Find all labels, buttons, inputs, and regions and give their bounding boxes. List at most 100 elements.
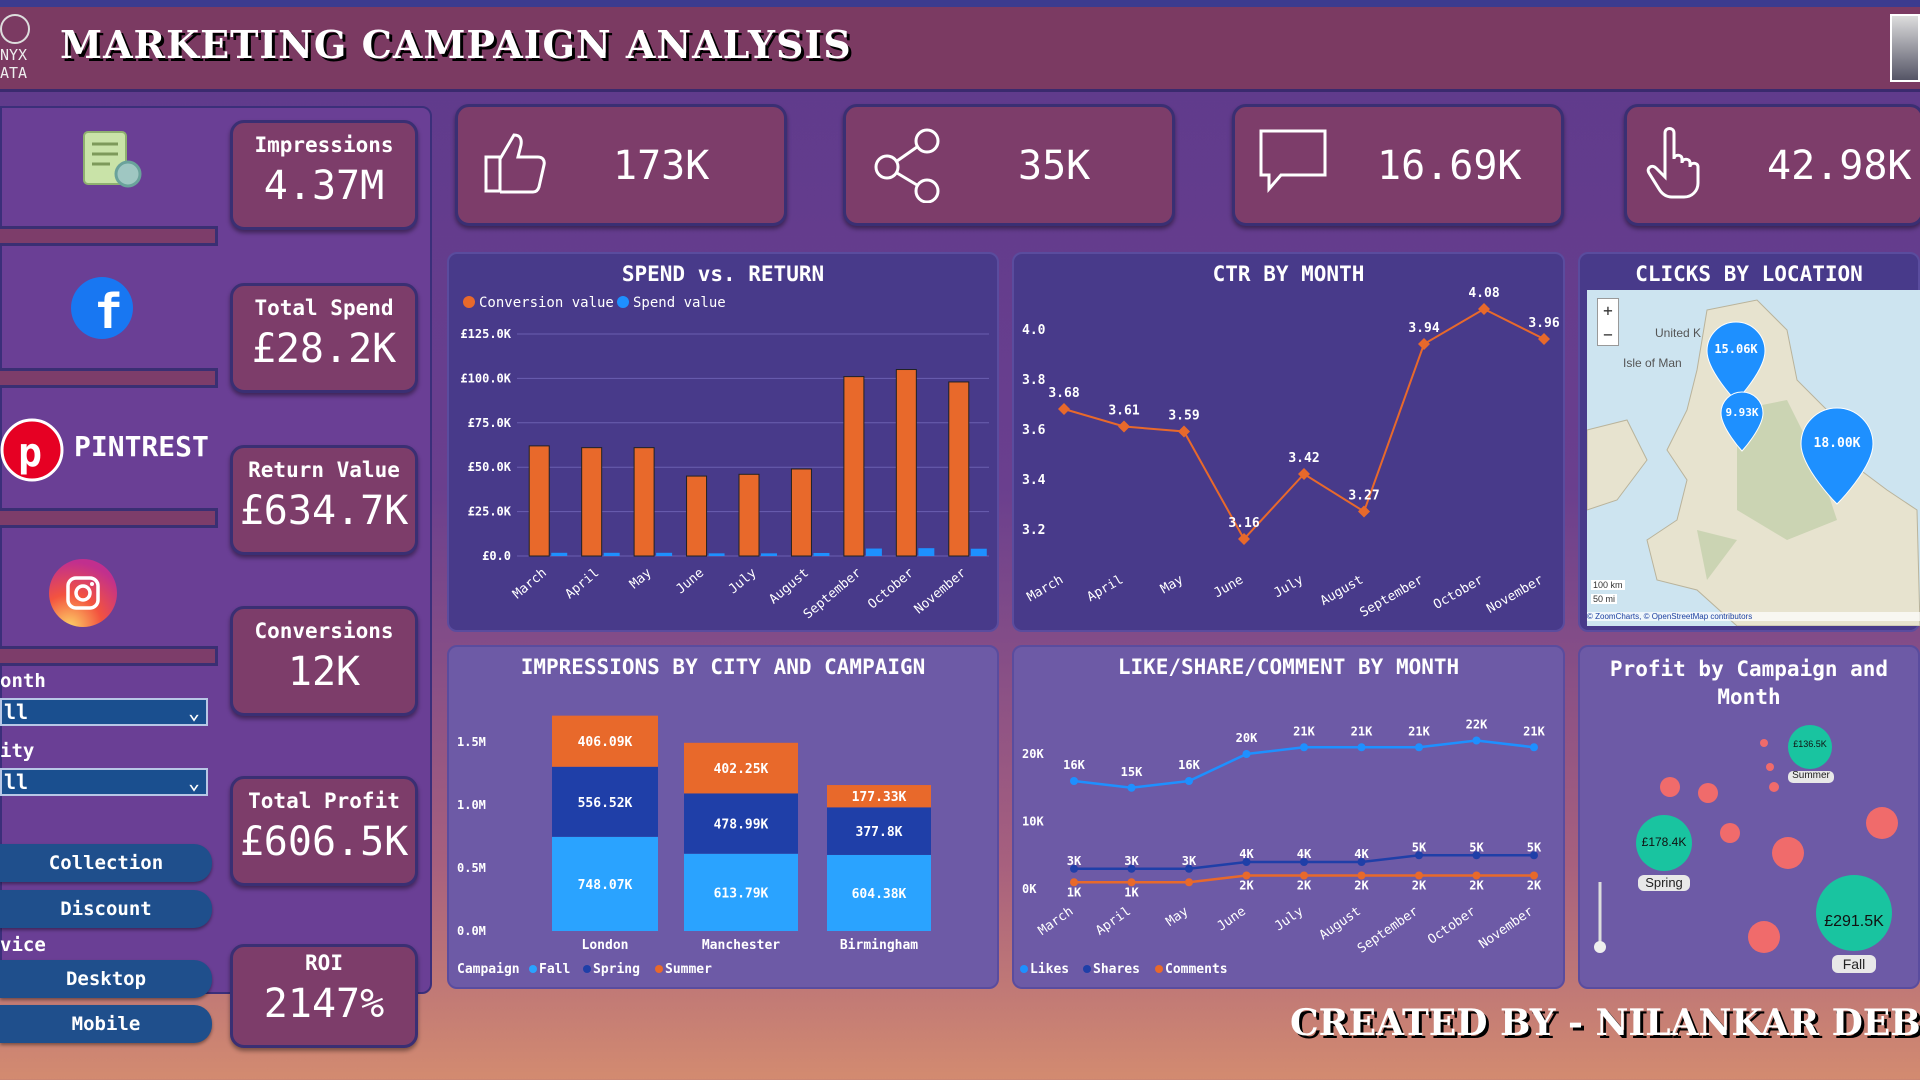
kpi-value: £634.7K: [239, 488, 409, 534]
data-label: 478.99K: [714, 818, 769, 833]
x-tick-label: October: [1431, 572, 1486, 612]
map-pin[interactable]: 18.00K: [1799, 406, 1875, 510]
legend-label: Spend value: [633, 295, 726, 311]
clicks-map[interactable]: + − United K Isle of Man 15.06K 9.93K 18…: [1587, 290, 1920, 626]
facebook-icon[interactable]: f: [70, 276, 134, 340]
data-label: 2K: [1239, 879, 1254, 893]
map-scale-mi: 50 mi: [1591, 594, 1618, 604]
map-attribution: © ZoomCharts, © OpenStreetMap contributo…: [1587, 612, 1920, 621]
stack-segment-spring: [827, 807, 931, 855]
data-label: 377.8K: [856, 825, 903, 840]
spend-vs-return-panel: SPEND vs. RETURN Conversion value Spend v…: [447, 252, 999, 632]
x-tick-label: November: [1476, 904, 1536, 952]
y-tick-label: 4.0: [1022, 323, 1046, 338]
legend-marker: [655, 965, 663, 973]
kpi-impressions: Impressions 4.37M: [230, 120, 418, 230]
instagram-icon[interactable]: [48, 558, 118, 628]
x-tick-label: August: [1317, 904, 1364, 943]
point-shares: [1415, 851, 1423, 860]
chart-title: SPEND vs. RETURN: [621, 262, 825, 286]
device-button-mobile[interactable]: Mobile: [0, 1005, 212, 1043]
kpi-value: 12K: [287, 649, 361, 695]
kpi-value: 2147%: [263, 981, 385, 1027]
profit-campaign-panel: Profit by Campaign and Month £291.5K £17…: [1578, 645, 1920, 989]
month-dropdown[interactable]: ll ⌄: [0, 698, 208, 726]
x-tick-label: November: [1484, 572, 1546, 616]
platform-bar-facebook: [0, 368, 218, 388]
x-tick-label: September: [801, 565, 865, 622]
point-shares: [1185, 864, 1193, 873]
y-tick-label: 0.5M: [457, 861, 486, 875]
device-button-desktop[interactable]: Desktop: [0, 960, 212, 998]
footer-credit: CREATED BY - NILANKAR DEB: [1290, 1002, 1920, 1044]
legend-label: Summer: [665, 962, 712, 977]
x-tick-label: London: [582, 938, 629, 953]
kpi-roi: ROI 2147%: [230, 944, 418, 1048]
point-comments: [1300, 871, 1308, 880]
x-tick-label: May: [1163, 904, 1191, 930]
data-label: 1K: [1067, 885, 1082, 899]
x-tick-label: Manchester: [702, 938, 780, 953]
data-label: 604.38K: [852, 887, 907, 902]
y-tick-label: £125.0K: [460, 327, 511, 341]
stack-segment-summer: [552, 715, 658, 767]
month-dropdown-value: ll: [4, 700, 29, 724]
data-label: 20K: [1236, 731, 1258, 745]
kpi-label: Total Spend: [254, 296, 394, 320]
data-label: 3K: [1182, 854, 1197, 868]
map-pin[interactable]: 9.93K: [1719, 390, 1765, 458]
bar-conversion-value: [528, 445, 550, 557]
legend-label: Likes: [1030, 962, 1069, 977]
stack-segment-fall: [827, 854, 931, 931]
ctr-point: [1238, 533, 1250, 545]
device-slicer-label: vice: [0, 934, 46, 956]
legend-label: Fall: [539, 962, 570, 977]
chart-title: CLICKS BY LOCATION: [1635, 262, 1863, 286]
point-comments: [1070, 878, 1078, 887]
map-pin-label: 18.00K: [1813, 436, 1861, 451]
impressions-city-panel: IMPRESSIONS BY CITY AND CAMPAIGN 0.0M 0.5…: [447, 645, 999, 989]
city-dropdown-value: ll: [4, 770, 29, 794]
legend-title: Campaign: [457, 962, 520, 977]
legend-label: Conversion value: [479, 295, 614, 311]
zoom-out-button[interactable]: −: [1603, 325, 1613, 344]
data-label: 3.61: [1108, 404, 1139, 419]
data-label: 748.07K: [578, 878, 633, 893]
pinterest-icon[interactable]: p: [0, 418, 64, 482]
x-tick-label: August: [1318, 572, 1366, 608]
legend-marker: [529, 965, 537, 973]
x-tick-label: July: [1272, 904, 1306, 934]
shares-card: 35K: [843, 104, 1175, 226]
shares-value: 35K: [1018, 143, 1091, 189]
campaign-button-collection[interactable]: Collection: [0, 844, 212, 882]
logo-icon: [0, 14, 30, 44]
bar-conversion-value: [581, 447, 603, 557]
campaign-button-discount[interactable]: Discount: [0, 890, 212, 928]
city-slicer-label: ity: [0, 740, 35, 762]
ctr-point: [1538, 333, 1550, 345]
data-label: 1K: [1124, 885, 1139, 899]
bar-conversion-value: [633, 447, 655, 557]
pinterest-label: PINTREST: [74, 430, 209, 463]
avatar: [1890, 14, 1920, 82]
x-tick-label: March: [1025, 572, 1066, 605]
share-icon: [874, 128, 940, 203]
legend-marker: [1083, 965, 1091, 973]
comments-value: 16.69K: [1377, 143, 1522, 189]
data-label: 3.68: [1048, 386, 1079, 401]
zoom-in-button[interactable]: +: [1603, 301, 1613, 320]
map-zoom-control[interactable]: + −: [1597, 298, 1619, 346]
comment-icon: [1259, 129, 1327, 194]
bar-spend-value: [813, 552, 830, 556]
page-title: MARKETING CAMPAIGN ANALYSIS: [60, 22, 852, 67]
data-label: 16K: [1178, 758, 1200, 772]
map-pin[interactable]: 15.06K: [1705, 320, 1767, 408]
point-comments: [1242, 871, 1251, 880]
city-dropdown[interactable]: ll ⌄: [0, 768, 208, 796]
data-label: 3.59: [1168, 409, 1199, 424]
bar-conversion-value: [843, 376, 865, 557]
y-tick-label: £100.0K: [460, 371, 511, 385]
chevron-down-icon: ⌄: [187, 700, 200, 724]
point-shares: [1242, 858, 1251, 866]
kpi-value: £606.5K: [239, 819, 409, 865]
